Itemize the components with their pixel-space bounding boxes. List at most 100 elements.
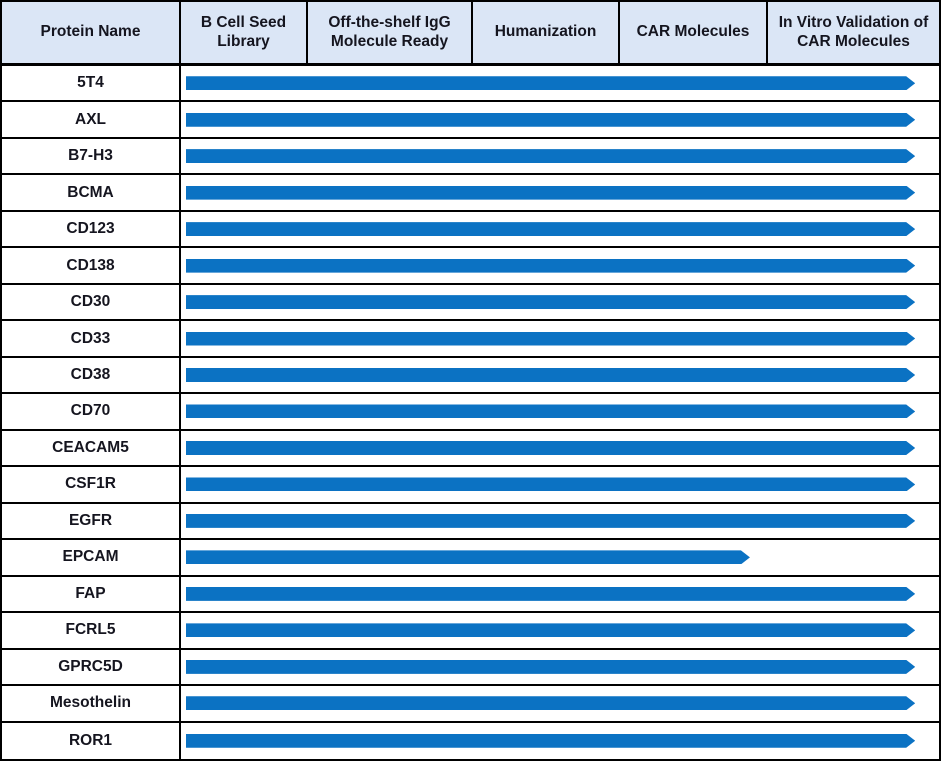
column-header-humanization: Humanization — [473, 2, 620, 63]
pipeline-bar-cell — [181, 577, 939, 611]
protein-name-cell: AXL — [2, 102, 181, 137]
progress-arrow-bar — [186, 587, 915, 601]
column-header-protein-name: Protein Name — [2, 2, 181, 63]
pipeline-bar-cell — [181, 723, 939, 759]
table-row: BCMA — [2, 175, 939, 212]
protein-name-cell: EPCAM — [2, 540, 181, 575]
progress-arrow-bar — [186, 477, 915, 491]
table-row: CD138 — [2, 248, 939, 285]
protein-name-cell: CSF1R — [2, 467, 181, 502]
table-row: FCRL5 — [2, 613, 939, 650]
table-row: B7-H3 — [2, 138, 939, 176]
protein-name: CD38 — [70, 366, 111, 384]
table-row: ROR1 — [2, 722, 939, 759]
protein-name: Mesothelin — [50, 694, 131, 712]
progress-arrow-bar — [186, 76, 915, 90]
protein-name-cell: CD70 — [2, 394, 181, 429]
protein-name-cell: CEACAM5 — [2, 430, 181, 466]
protein-name-cell: CD123 — [2, 211, 181, 247]
progress-arrow-bar — [186, 514, 915, 528]
pipeline-bar-cell — [181, 686, 939, 720]
table-header-row: Protein Name B Cell Seed Library Off-the… — [2, 2, 939, 66]
table-row: CSF1R — [2, 467, 939, 504]
protein-name: FAP — [75, 584, 106, 602]
pipeline-bar-cell — [181, 358, 939, 392]
pipeline-bar-cell — [181, 212, 939, 246]
pipeline-bar-cell — [181, 613, 939, 647]
protein-name-cell: EGFR — [2, 503, 181, 539]
protein-name-cell: CD33 — [2, 321, 181, 356]
protein-name-cell: GPRC5D — [2, 649, 181, 685]
progress-arrow-bar — [186, 404, 915, 418]
protein-name-cell: Mesothelin — [2, 686, 181, 721]
table-body: 5T4 AXL B7-H3 BCMA CD123 — [2, 66, 939, 759]
pipeline-bar-cell — [181, 650, 939, 684]
protein-name: CD33 — [70, 329, 111, 347]
protein-name: CD123 — [66, 220, 115, 238]
progress-arrow-bar — [186, 696, 915, 710]
progress-arrow-bar — [186, 186, 915, 200]
protein-name: CD30 — [70, 293, 111, 311]
table-row: Mesothelin — [2, 686, 939, 723]
progress-arrow-bar — [186, 368, 915, 382]
pipeline-bar-cell — [181, 467, 939, 501]
column-header-b-cell-seed-library: B Cell Seed Library — [181, 2, 308, 63]
progress-arrow-bar — [186, 623, 915, 637]
progress-arrow-bar — [186, 734, 915, 748]
protein-name: CEACAM5 — [52, 438, 129, 456]
protein-name: AXL — [75, 110, 106, 128]
progress-arrow-bar — [186, 149, 915, 163]
table-row: CD33 — [2, 321, 939, 358]
protein-name: CD138 — [66, 256, 115, 274]
pipeline-bar-cell — [181, 285, 939, 319]
pipeline-bar-cell — [181, 504, 939, 538]
protein-name-cell: B7-H3 — [2, 138, 181, 174]
progress-arrow-bar — [186, 295, 915, 309]
pipeline-bar-cell — [181, 175, 939, 209]
pipeline-bar-cell — [181, 540, 939, 574]
pipeline-bar-cell — [181, 248, 939, 282]
protein-name-cell: 5T4 — [2, 66, 181, 101]
protein-name-cell: CD38 — [2, 357, 181, 393]
protein-name: 5T4 — [77, 74, 104, 92]
table-row: AXL — [2, 102, 939, 139]
column-header-car-molecules: CAR Molecules — [620, 2, 768, 63]
table-row: CD30 — [2, 284, 939, 322]
table-row: FAP — [2, 576, 939, 614]
protein-name: B7-H3 — [68, 147, 113, 165]
pipeline-bar-cell — [181, 66, 939, 100]
progress-arrow-bar — [186, 259, 915, 273]
pipeline-bar-cell — [181, 102, 939, 136]
progress-arrow-bar — [186, 222, 915, 236]
protein-name: GPRC5D — [58, 657, 123, 675]
protein-name-cell: FAP — [2, 576, 181, 612]
table-row: GPRC5D — [2, 649, 939, 687]
protein-name: FCRL5 — [65, 621, 116, 639]
progress-arrow-bar — [186, 441, 915, 455]
table-row: CD70 — [2, 394, 939, 431]
protein-name-cell: CD138 — [2, 248, 181, 283]
table-row: CEACAM5 — [2, 430, 939, 468]
protein-name: CD70 — [70, 402, 111, 420]
progress-arrow-bar — [186, 332, 915, 346]
table-row: EPCAM — [2, 540, 939, 577]
protein-name: EPCAM — [62, 548, 119, 566]
table-row: CD38 — [2, 357, 939, 395]
protein-name: EGFR — [68, 511, 113, 529]
table-row: EGFR — [2, 503, 939, 541]
protein-name: CSF1R — [65, 475, 116, 493]
pipeline-bar-cell — [181, 394, 939, 428]
progress-arrow-bar — [186, 113, 915, 127]
protein-name-cell: FCRL5 — [2, 613, 181, 648]
progress-arrow-bar — [186, 660, 915, 674]
protein-name-cell: BCMA — [2, 175, 181, 210]
table-row: CD123 — [2, 211, 939, 249]
pipeline-bar-cell — [181, 431, 939, 465]
protein-name: ROR1 — [68, 731, 113, 749]
column-header-off-the-shelf-igg: Off-the-shelf IgG Molecule Ready — [308, 2, 473, 63]
progress-arrow-bar — [186, 550, 750, 564]
table-row: 5T4 — [2, 66, 939, 103]
column-header-in-vitro-validation: In Vitro Validation of CAR Molecules — [778, 13, 929, 50]
protein-name: BCMA — [67, 183, 114, 201]
